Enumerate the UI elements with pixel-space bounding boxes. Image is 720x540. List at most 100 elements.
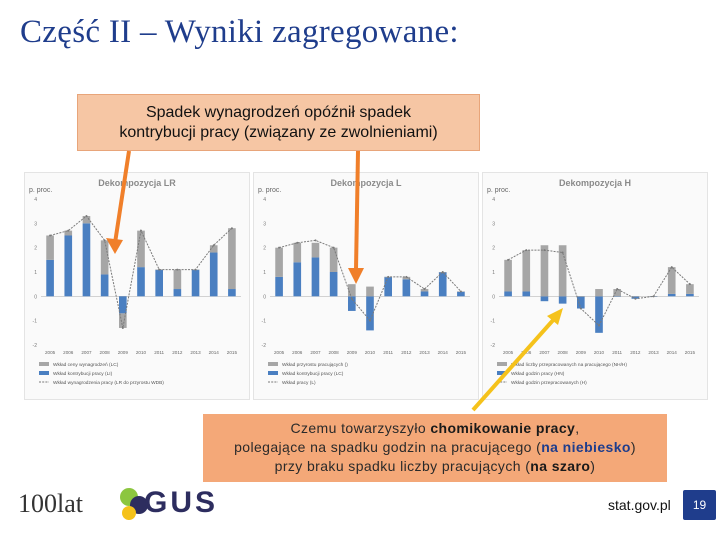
bar-blue: [631, 296, 640, 299]
bar-blue: [402, 279, 411, 297]
bar-gray: [420, 289, 429, 292]
bar-blue: [119, 296, 127, 314]
line-point: [423, 288, 426, 291]
legend-label: Wkład liczby przepracowanych na pracując…: [511, 362, 627, 368]
y-tick-label: -2: [33, 343, 38, 349]
line-point: [598, 324, 600, 327]
bar-blue: [293, 262, 302, 297]
bar-gray: [209, 245, 218, 253]
x-tick-label: 2012: [630, 350, 641, 355]
x-tick-label: 2014: [209, 350, 220, 355]
x-tick-label: 2005: [503, 350, 514, 355]
bar-gray: [577, 296, 585, 297]
bar-gray: [402, 276, 411, 280]
y-tick-label: 0: [263, 294, 266, 300]
legend-swatch: [39, 362, 49, 366]
bar-gray: [311, 242, 320, 258]
bar-blue: [275, 276, 283, 297]
line-point: [158, 268, 161, 271]
line-point: [670, 266, 673, 269]
y-tick-label: -1: [491, 319, 496, 325]
x-tick-label: 2009: [118, 350, 129, 355]
bar-gray: [540, 245, 549, 297]
x-tick-label: 2008: [329, 350, 340, 355]
x-tick-label: 2013: [419, 350, 430, 355]
y-tick-label: -2: [491, 343, 496, 349]
callout-bottom-line2: polegające na spadku godzin na pracujące…: [234, 439, 636, 455]
bar-blue: [384, 276, 392, 297]
chart-h: -2 -1 0 1 2 3 4 2005 2006 2007 2008 2009 2010 2011 201…: [491, 197, 699, 386]
x-tick-label: 2015: [227, 350, 238, 355]
y-tick-label: 0: [492, 294, 495, 300]
y-tick-label: 4: [263, 197, 266, 203]
legend-label: Wkład wynagrodzenia pracy (LR do przyros…: [53, 380, 164, 386]
bar-blue: [522, 291, 531, 297]
line-point: [579, 307, 582, 310]
y-tick-label: 3: [492, 221, 495, 227]
x-tick-label: 2009: [347, 350, 358, 355]
callout-top-line1: Spadek wynagrodzeń opóźnił spadek: [145, 104, 412, 121]
bar-gray: [137, 230, 145, 268]
line-point: [441, 271, 444, 273]
y-tick-label: 1: [263, 270, 266, 276]
chart-panel-l: Dekompozycja L p. proc. -2 -1 0 1 2 3 4 2005 200…: [253, 172, 479, 400]
legend-label: Wkład ceny wynagrodzeń (LC): [53, 362, 119, 368]
bar-blue: [46, 259, 54, 297]
line-point: [314, 239, 317, 242]
line-point: [332, 246, 335, 249]
line-point: [459, 290, 462, 293]
x-tick-label: 2008: [558, 350, 569, 355]
bar-gray: [228, 228, 236, 290]
line-point: [405, 275, 408, 278]
bar-blue: [667, 293, 676, 297]
bar-gray: [119, 313, 127, 328]
bar-blue: [137, 267, 145, 297]
bar-gray: [64, 230, 73, 236]
x-tick-label: 2012: [172, 350, 183, 355]
line-point: [278, 246, 281, 249]
line-point: [561, 251, 564, 254]
legend-swatch: [268, 371, 278, 375]
legend-label: Wkład godzin pracy (HN): [511, 371, 565, 377]
x-tick-label: 2006: [63, 350, 74, 355]
bar-blue: [228, 289, 236, 297]
line-point: [652, 295, 655, 298]
line-point: [350, 297, 353, 300]
bar-blue: [438, 272, 447, 297]
site-url[interactable]: stat.gov.pl: [608, 497, 671, 513]
line-point: [296, 241, 299, 244]
y-tick-label: 3: [263, 221, 266, 227]
line-point: [688, 283, 691, 286]
legend-swatch: [497, 362, 507, 366]
bar-gray: [522, 250, 531, 292]
x-tick-label: 2005: [274, 350, 285, 355]
bar-gray: [82, 216, 91, 224]
bar-blue: [311, 257, 320, 297]
bar-blue: [457, 291, 465, 297]
chart-title: Dekompozycja LR: [98, 178, 176, 188]
chart-title: Dekompozycja H: [558, 178, 632, 188]
x-tick-label: 2006: [521, 350, 532, 355]
bar-blue: [420, 291, 429, 297]
slide-title: Część II – Wyniki zagregowane:: [20, 14, 459, 50]
y-tick-label: 0: [34, 294, 37, 300]
bar-blue: [209, 252, 218, 297]
bar-gray: [504, 259, 512, 292]
legend-swatch: [497, 371, 507, 375]
legend-label: Wkład godzin przepracowanych (H): [511, 380, 587, 386]
x-tick-label: 2007: [539, 350, 550, 355]
bar-blue: [504, 291, 512, 297]
y-tick-label: 2: [263, 246, 266, 252]
bar-blue: [558, 296, 567, 304]
x-tick-label: 2013: [190, 350, 201, 355]
y-tick-label: -2: [262, 343, 267, 349]
bar-blue: [100, 274, 109, 297]
x-tick-label: 2006: [292, 350, 303, 355]
legend-swatch: [39, 371, 49, 375]
bar-gray: [595, 289, 603, 297]
charts-area: Dekompozycja LR p. proc. -2 -1 0 1 2 3 4 2005 20…: [24, 172, 708, 400]
bar-gray: [293, 242, 302, 263]
gus-logo-text: GUS: [144, 486, 219, 519]
x-tick-label: 2012: [401, 350, 412, 355]
callout-bottom: Czemu towarzyszyło chomikowanie pracy, p…: [203, 414, 667, 482]
